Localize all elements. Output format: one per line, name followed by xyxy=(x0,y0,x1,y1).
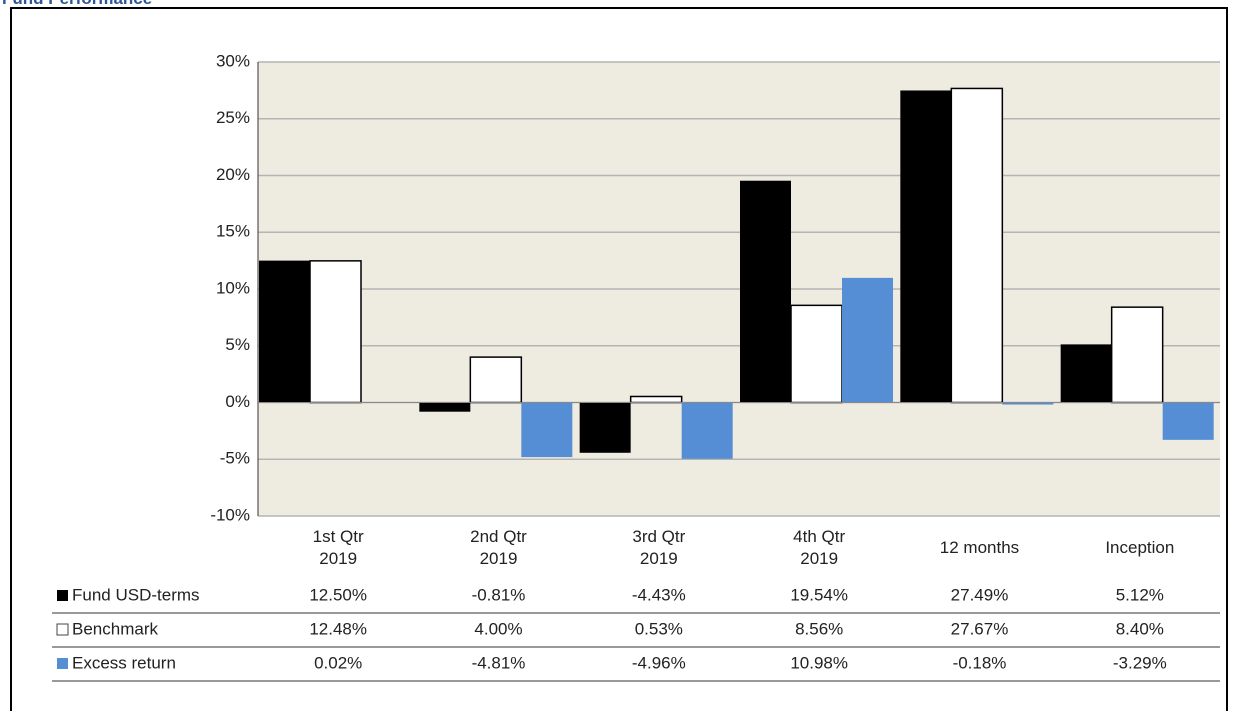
y-tick-label: 30% xyxy=(216,51,250,70)
table-value: 27.49% xyxy=(951,585,1009,604)
table-value: -4.43% xyxy=(632,585,686,604)
bar xyxy=(579,402,631,453)
x-tick-label: Inception xyxy=(1105,538,1175,557)
table-value: 12.48% xyxy=(309,619,367,638)
bar xyxy=(740,180,791,403)
table-value: 27.67% xyxy=(951,619,1009,638)
bar xyxy=(469,356,523,404)
table-value: -0.81% xyxy=(472,585,526,604)
legend-swatch xyxy=(57,590,68,601)
bar xyxy=(950,87,1004,404)
legend-swatch xyxy=(57,658,68,669)
y-tick-label: 10% xyxy=(216,278,250,297)
table-value: 19.54% xyxy=(790,585,848,604)
table-value: 8.56% xyxy=(795,619,843,638)
y-tick-label: -10% xyxy=(210,505,250,524)
bar xyxy=(842,277,893,403)
table-value: -4.96% xyxy=(632,653,686,672)
x-tick-label: 4th Qtr 2019 xyxy=(793,527,846,568)
table-value: 5.12% xyxy=(1116,585,1164,604)
table-value: 12.50% xyxy=(309,585,367,604)
y-tick-label: 25% xyxy=(216,108,250,127)
table-value: -4.81% xyxy=(472,653,526,672)
table-value: 4.00% xyxy=(474,619,522,638)
legend-label: Benchmark xyxy=(72,619,158,638)
table-value: -0.18% xyxy=(953,653,1007,672)
y-tick-label: 20% xyxy=(216,165,250,184)
bar xyxy=(1060,344,1112,403)
y-tick-label: -5% xyxy=(220,449,250,468)
x-tick-label: 1st Qtr 2019 xyxy=(312,527,364,568)
x-tick-label: 12 months xyxy=(939,538,1020,557)
table-value: 10.98% xyxy=(790,653,848,672)
bar xyxy=(521,402,573,458)
legend-label: Fund USD-terms xyxy=(72,585,200,604)
y-tick-label: 5% xyxy=(225,335,250,354)
frame xyxy=(10,7,1228,711)
bar xyxy=(629,395,683,404)
x-tick-label: 2nd Qtr 2019 xyxy=(470,527,527,568)
x-tick-label: 3rd Qtr 2019 xyxy=(632,527,686,568)
bar xyxy=(1162,402,1214,440)
legend-label: Excess return xyxy=(72,653,176,672)
bar xyxy=(309,260,362,404)
bar xyxy=(900,90,952,403)
legend-swatch xyxy=(56,623,69,636)
y-tick-label: 15% xyxy=(216,222,250,241)
chart-title: Fund Performance xyxy=(2,0,152,9)
y-tick-label: 0% xyxy=(225,392,250,411)
table-value: -3.29% xyxy=(1113,653,1167,672)
bar xyxy=(790,304,843,404)
table-value: 8.40% xyxy=(1116,619,1164,638)
table-value: 0.53% xyxy=(635,619,683,638)
bar xyxy=(419,402,471,412)
table-value: 0.02% xyxy=(314,653,362,672)
bar xyxy=(259,260,310,403)
bar xyxy=(1110,306,1164,404)
bar xyxy=(1002,402,1054,405)
bar xyxy=(681,402,733,459)
